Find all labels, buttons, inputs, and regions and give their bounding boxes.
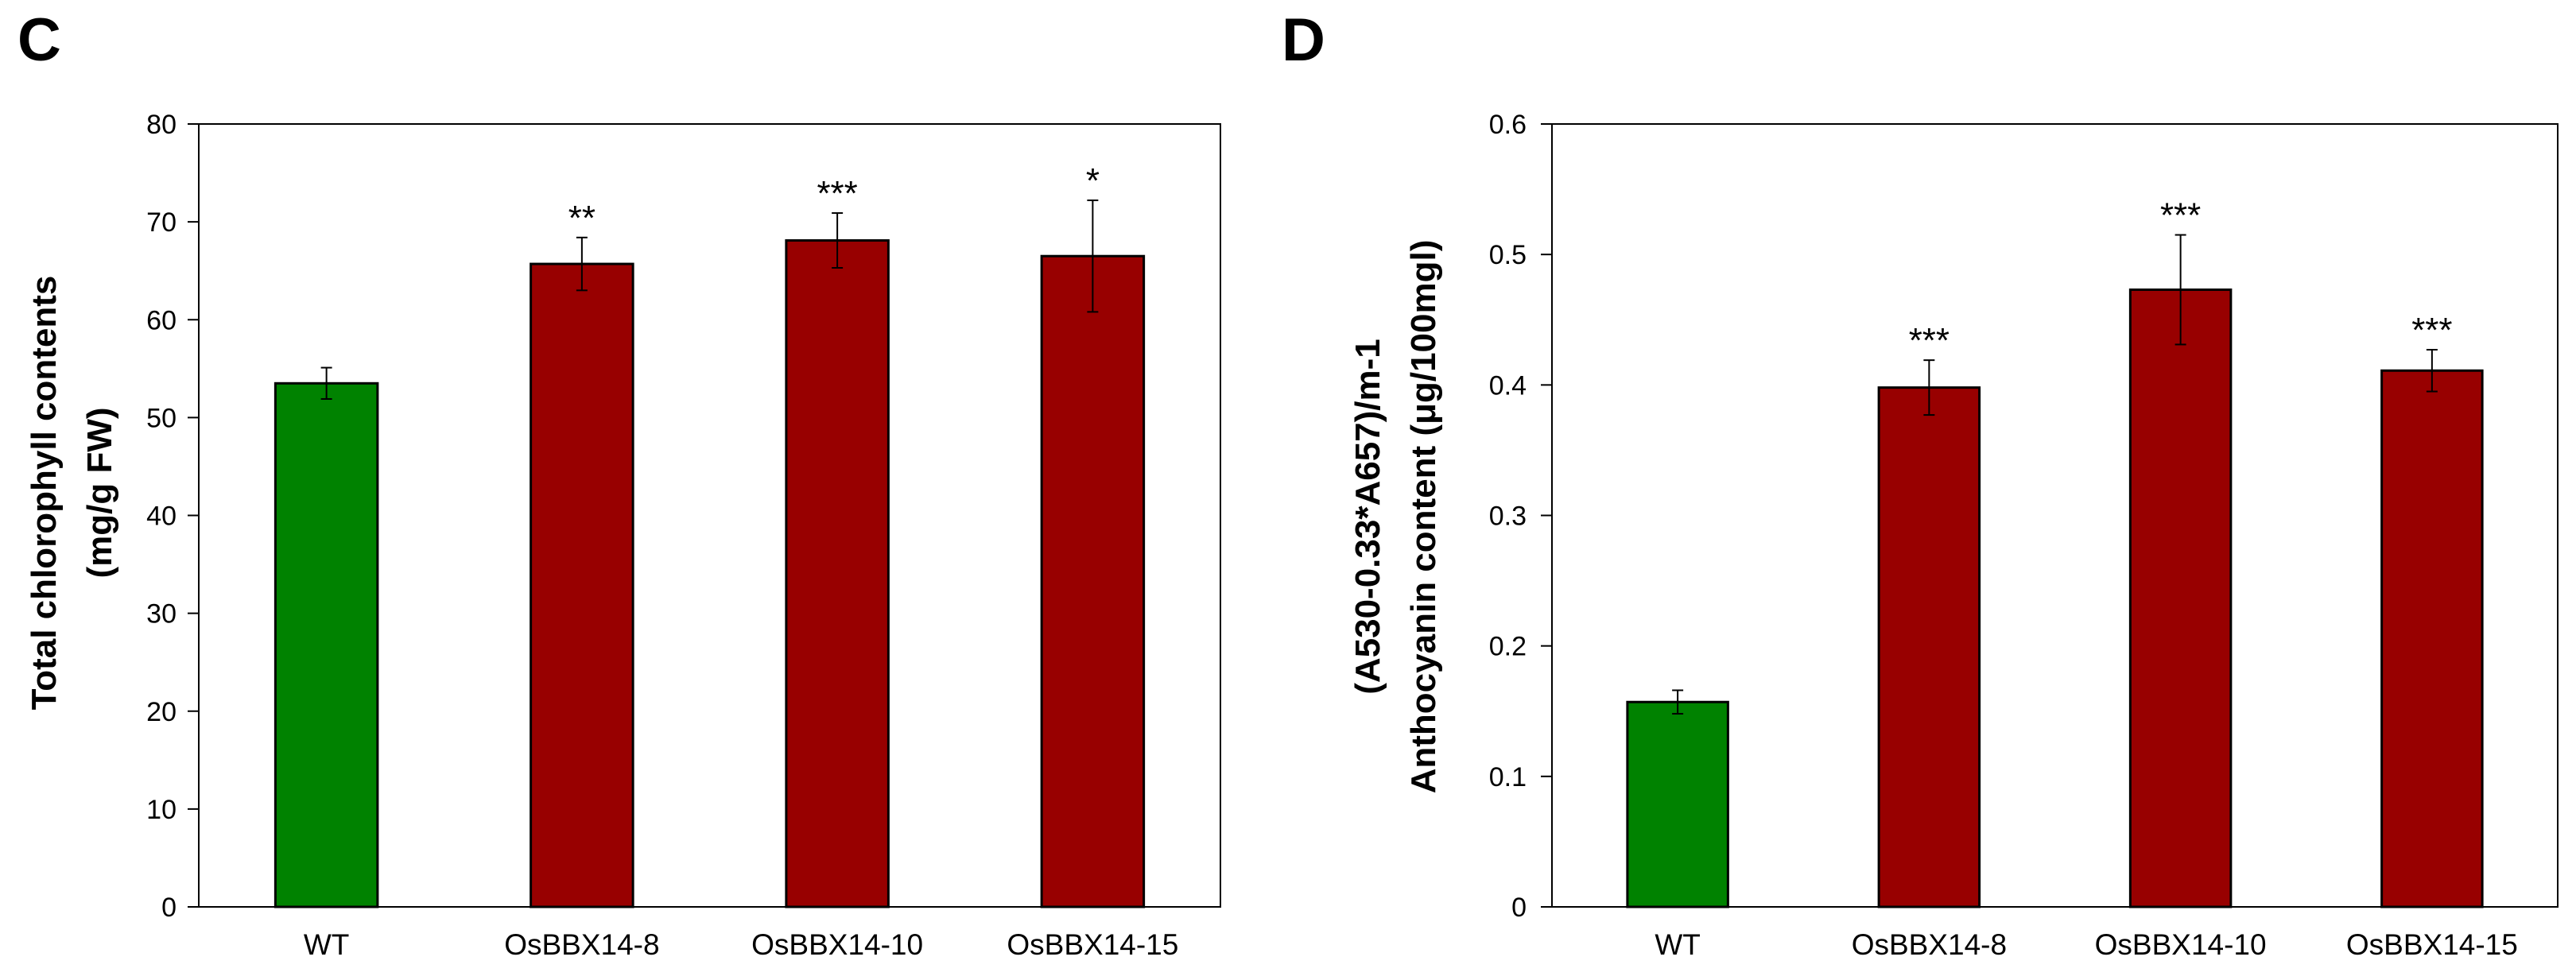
error-bar-d-2	[2174, 234, 2186, 346]
x-tick-label-c-2: OsBBX14-10	[751, 928, 923, 961]
y-tick-label-d-2: 0.2	[1489, 632, 1527, 662]
x-tick-label-c-1: OsBBX14-8	[504, 928, 659, 961]
y-tick-label-d-0: 0	[1511, 893, 1527, 923]
y-tick-label-c-0: 0	[161, 893, 177, 923]
significance-d-3: ***	[2411, 311, 2452, 350]
x-tick-label-d-1: OsBBX14-8	[1852, 928, 2007, 961]
panel-letter-c: C	[17, 6, 61, 74]
y-tick-label-c-8: 80	[146, 110, 177, 140]
y-tick-label-c-6: 60	[146, 305, 177, 335]
bar-d-2	[2128, 288, 2233, 908]
significance-c-1: **	[568, 199, 596, 238]
y-tick-label-d-6: 0.6	[1489, 110, 1527, 140]
y-tick-label-c-1: 10	[146, 795, 177, 825]
error-bar-c-0	[320, 366, 332, 400]
significance-c-3: *	[1086, 161, 1100, 200]
y-axis-title-line-d-1: Anthocyanin content (μg/100mgl)	[1404, 240, 1443, 794]
y-axis-title-line-d-0: (A530-0.33*A657)/m-1	[1348, 339, 1387, 695]
y-tick-label-c-2: 20	[146, 697, 177, 727]
x-tick-label-d-0: WT	[1655, 928, 1701, 961]
error-bar-d-3	[2426, 349, 2438, 393]
bar-c-3	[1040, 254, 1146, 908]
error-bar-c-3	[1087, 199, 1099, 313]
error-bar-d-1	[1923, 359, 1935, 416]
significance-d-1: ***	[1909, 321, 1949, 360]
y-axis-title-c: Total chlorophyll contents (mg/g FW)	[25, 276, 119, 711]
y-tick-label-d-3: 0.3	[1489, 502, 1527, 532]
y-tick-label-d-1: 0.1	[1489, 762, 1527, 792]
significance-d-2: ***	[2160, 196, 2201, 235]
bar-d-1	[1877, 386, 1981, 908]
error-bar-c-2	[832, 212, 844, 269]
y-axis-title-line-c-1: (mg/g FW)	[80, 407, 119, 578]
y-axis-title-line-c-0: Total chlorophyll contents	[25, 276, 64, 711]
significance-c-2: ***	[817, 174, 857, 213]
x-tick-label-c-3: OsBBX14-15	[1007, 928, 1178, 961]
bar-c-0	[274, 382, 379, 908]
y-tick-label-c-4: 40	[146, 502, 177, 532]
bar-c-1	[530, 262, 634, 908]
y-tick-label-d-5: 0.5	[1489, 240, 1527, 270]
y-axis-title-d: (A530-0.33*A657)/m-1 Anthocyanin content …	[1348, 240, 1443, 794]
y-tick-label-c-5: 50	[146, 403, 177, 433]
y-tick-label-c-7: 70	[146, 207, 177, 238]
error-bar-d-0	[1672, 689, 1684, 715]
bar-d-0	[1626, 700, 1729, 908]
y-tick-label-d-4: 0.4	[1489, 370, 1527, 401]
x-tick-label-c-0: WT	[304, 928, 350, 961]
panel-d: D 0 0.1 0.2 0.3 0.4 0.5 0.6 (A530-0.33*A657)/m-1…	[1282, 6, 2559, 961]
panel-c: C 0 10 20 30 40 50 60 70 80 Total chlorophyll cont…	[17, 6, 1221, 961]
panel-letter-d: D	[1282, 6, 1325, 74]
x-tick-label-d-2: OsBBX14-10	[2095, 928, 2267, 961]
x-tick-label-d-3: OsBBX14-15	[2346, 928, 2518, 961]
y-tick-label-c-3: 30	[146, 599, 177, 629]
bar-d-3	[2380, 369, 2484, 908]
bar-c-2	[785, 239, 890, 908]
error-bar-c-1	[576, 236, 588, 292]
